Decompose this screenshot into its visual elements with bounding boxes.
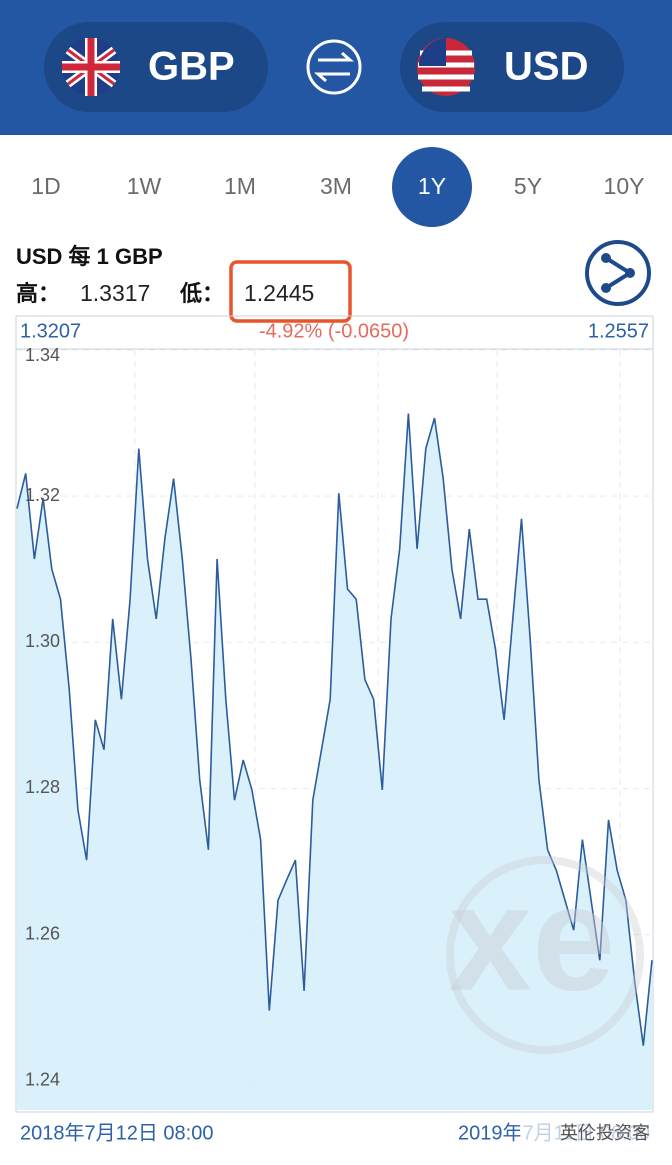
share-dot [601, 283, 611, 293]
tab[interactable]: 3M [320, 173, 352, 199]
plot [16, 349, 653, 1111]
low-value: 1.2445 [244, 280, 314, 306]
pair-title: USD 每 1 GBP [16, 244, 163, 269]
y-tick-label: 1.24 [25, 1070, 60, 1090]
swap-circle [306, 39, 362, 95]
tab[interactable]: 1W [127, 173, 162, 199]
tab[interactable]: 1D [31, 173, 60, 199]
share-dot [601, 253, 611, 263]
tab-highlight [392, 147, 472, 227]
swap-button[interactable] [306, 39, 362, 95]
change: -4.92% (-0.0650) [259, 320, 409, 342]
highlight-box [229, 260, 352, 323]
y-tick-label: 1.34 [25, 345, 60, 365]
tab-label: 10Y [604, 173, 645, 199]
currency-code: GBP [148, 45, 235, 89]
tab[interactable]: 10Y [604, 173, 645, 199]
x-tick-label: 2018年7月12日 08:00 [20, 1121, 213, 1144]
tab-label: 5Y [514, 173, 542, 199]
currency-code: USD [504, 45, 588, 89]
end-rate: 1.2557 [588, 320, 649, 342]
watermark-source: 英伦投资客 [560, 1123, 650, 1143]
flag-cross [62, 38, 120, 96]
from-currency[interactable]: GBP [44, 22, 268, 112]
watermark-bg [520, 1120, 652, 1150]
tab-label: 1M [224, 173, 256, 199]
tab[interactable]: 1Y [392, 147, 472, 227]
low-label: 低： [179, 281, 224, 306]
share-circle [585, 240, 651, 306]
y-tick-label: 1.26 [25, 923, 60, 943]
tab-label: 1W [127, 173, 162, 199]
tab-label: 1Y [418, 173, 446, 199]
high-label: 高： [16, 281, 60, 306]
watermark-logo: xe [449, 854, 616, 1022]
share-dot [625, 268, 635, 278]
area [17, 413, 652, 1111]
to-currency[interactable]: USD [400, 22, 624, 112]
y-tick-label: 1.32 [25, 485, 60, 505]
high-value: 1.3317 [80, 280, 150, 306]
y-tick-label: 1.30 [25, 631, 60, 651]
tab[interactable]: 1M [224, 173, 256, 199]
tab-label: 3M [320, 173, 352, 199]
watermark-ring [446, 856, 644, 1054]
start-rate: 1.3207 [20, 320, 81, 342]
line [16, 413, 653, 1046]
tab-label: 1D [31, 173, 60, 199]
flag-canton [419, 38, 446, 66]
swap-arrows [314, 51, 354, 83]
range-tabs: 1D 1W 1M 3M 1Y 5Y 10Y [31, 147, 644, 227]
tab[interactable]: 5Y [514, 173, 542, 199]
share-button[interactable] [585, 240, 651, 306]
y-tick-label: 1.28 [25, 777, 60, 797]
